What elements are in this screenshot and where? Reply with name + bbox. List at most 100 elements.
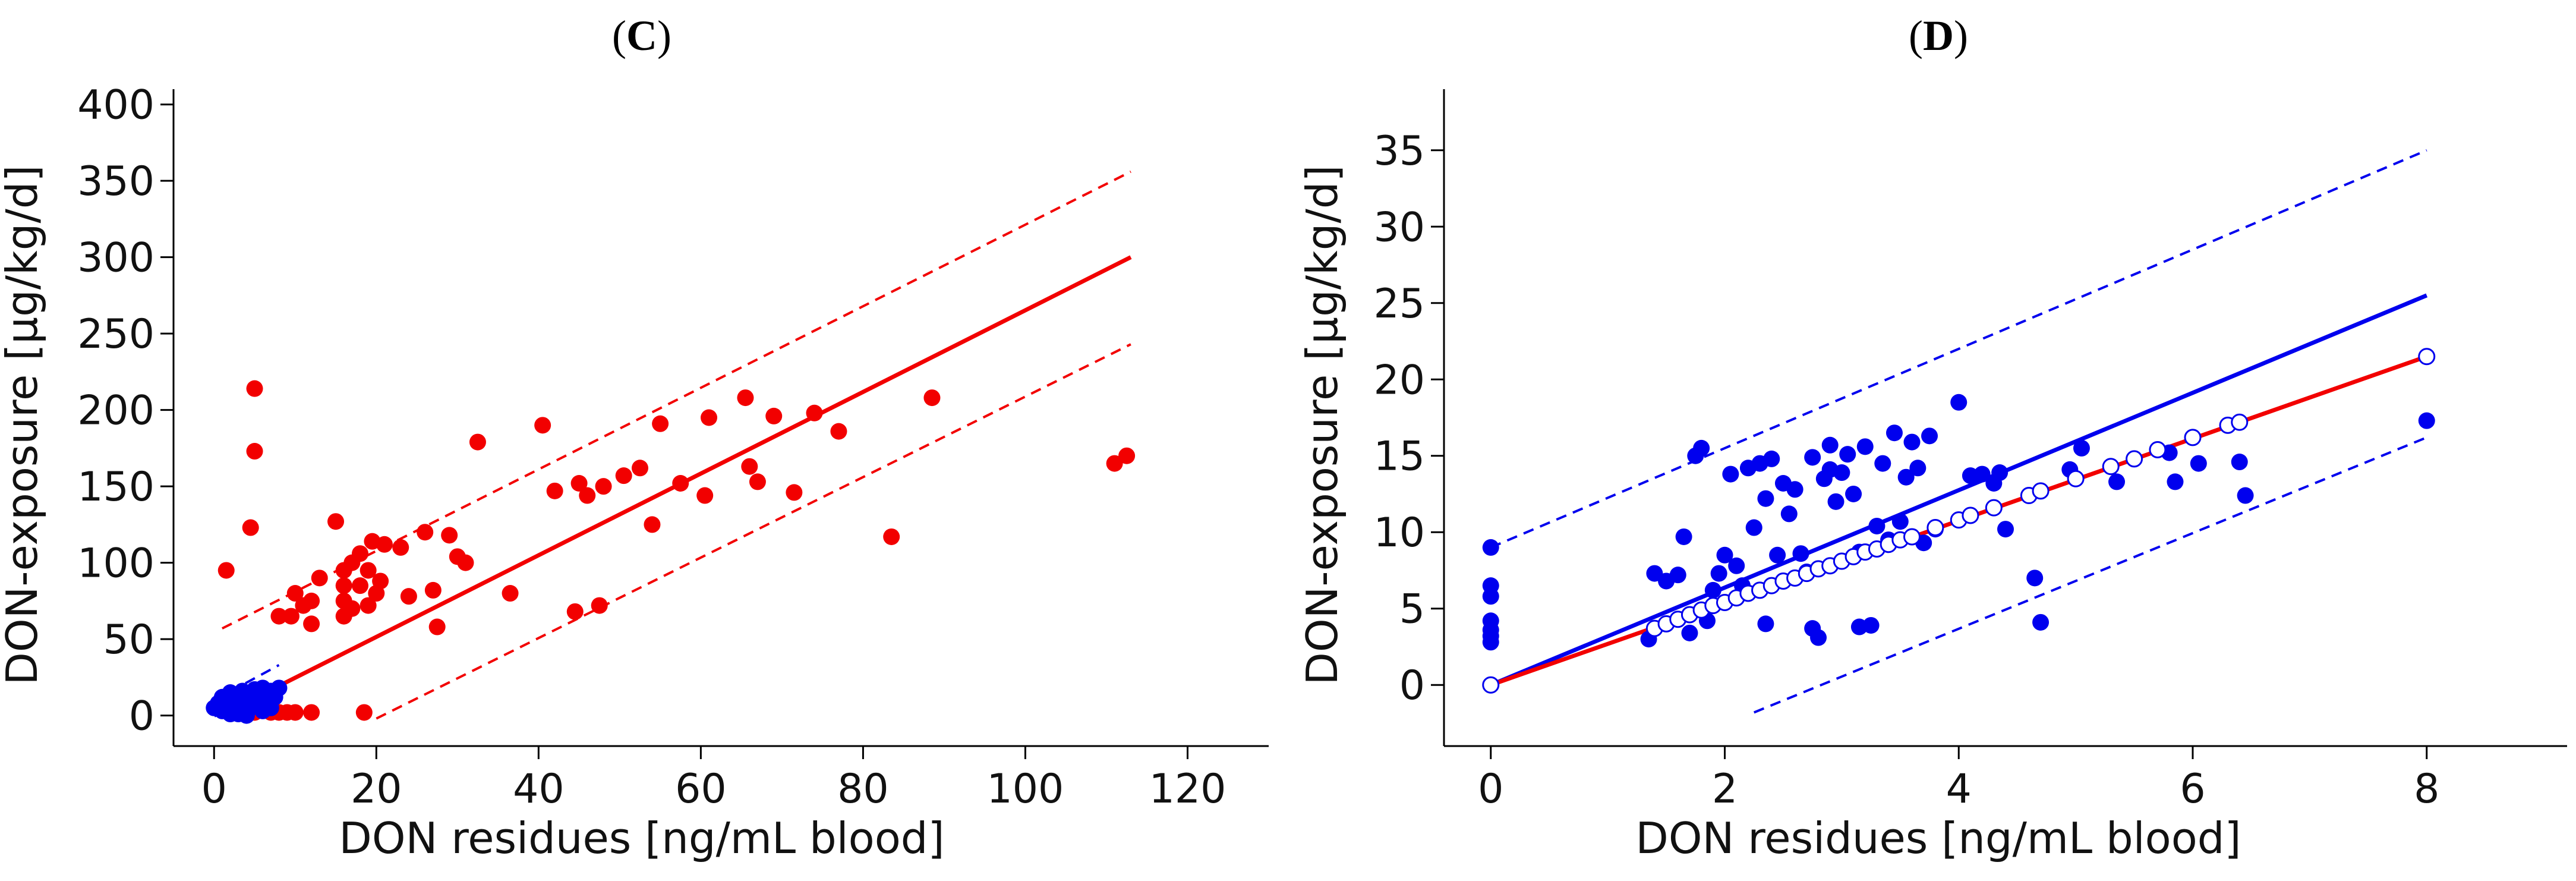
panel-d-open-circle <box>1962 506 1979 524</box>
panel-d-blue-point <box>1710 565 1727 582</box>
panel-c-red-point <box>424 581 442 599</box>
panel-d-blue-point <box>1757 490 1774 507</box>
panel-c-red-point <box>400 588 417 605</box>
panel-c-red-point <box>672 475 689 492</box>
panel-d-open-circle <box>2032 482 2050 500</box>
panel-c-red-point <box>376 536 393 553</box>
panel-d-blue-point <box>1897 468 1915 486</box>
panel-d-x-tick-label: 8 <box>2414 766 2439 813</box>
panel-d-blue-point <box>1780 505 1798 523</box>
panel-d-y-axis-title: DON-exposure [µg/kg/d] <box>1297 165 1347 685</box>
panel-d-blue-point <box>1681 624 1698 641</box>
panel-c-red-point <box>765 407 783 424</box>
panel-c-red-point <box>311 569 328 587</box>
panel-d-label: (D) <box>1909 12 1968 59</box>
panel-d-blue-point <box>1722 465 1739 483</box>
panel-d-blue-point <box>1745 519 1762 536</box>
panel-d-blue-point <box>1763 450 1780 467</box>
panel-c-blue-point <box>262 699 279 716</box>
panel-d-blue-point <box>1874 455 1891 472</box>
panel-d-y-tick-label: 30 <box>1373 204 1425 251</box>
panel-c-y-tick-label: 150 <box>77 464 155 511</box>
panel-c-red-point <box>749 473 766 490</box>
panel-c-x-tick-label: 100 <box>987 766 1064 813</box>
panel-c-red-point <box>355 704 373 721</box>
panel-d-blue-point <box>1693 439 1710 457</box>
panel-c-red-point <box>303 592 320 609</box>
panel-c-axes: 0 20 40 60 80 100 120 0 50 100 150 200 250 300 350 400 <box>77 82 1269 813</box>
panel-d-y-tick-label: 15 <box>1373 433 1425 480</box>
panel-d-x-tick-label: 0 <box>1478 766 1503 813</box>
panel-c-red-point <box>570 475 588 492</box>
panel-d-blue-point <box>2073 439 2090 457</box>
panel-d-x-axis-title: DON residues [ng/mL blood] <box>1635 813 2241 863</box>
panel-d-blue-point <box>1909 460 1927 477</box>
panel-c-red-point <box>351 577 368 594</box>
panel-d-y-tick-label: 0 <box>1399 662 1425 709</box>
panel-d-blue-point <box>1950 394 1968 411</box>
panel-d-blue-point <box>1845 485 1862 502</box>
panel-d-blue-point <box>1757 615 1774 633</box>
panel-d-open-circle <box>2102 458 2120 476</box>
panel-d-blue-point <box>1810 629 1827 646</box>
panel-c-red-point <box>303 615 320 633</box>
panel-c-red-point <box>343 600 361 617</box>
panel-c-x-axis-title: DON residues [ng/mL blood] <box>339 813 944 863</box>
panel-c-red-point <box>741 458 758 475</box>
panel-d: (D) 0 2 4 6 8 0 5 10 15 20 25 30 35 DON residues [ng… <box>1297 12 2567 863</box>
panel-c-red-point <box>534 417 551 434</box>
panel-c-red-point <box>242 519 259 536</box>
panel-d-blue-point <box>2231 454 2248 471</box>
panel-c-red-point <box>392 539 409 556</box>
panel-d-blue-point <box>1991 464 2009 482</box>
panel-d-blue-point <box>1886 424 1903 442</box>
panel-d-blue-point <box>1675 528 1692 545</box>
panel-d-open-circle <box>2067 470 2085 487</box>
panel-c-x-tick-label: 0 <box>201 766 227 813</box>
panel-d-blue-point <box>1827 493 1844 510</box>
panel-d-blue-point <box>1839 446 1856 463</box>
panel-c-red-point <box>428 618 446 635</box>
panel-c-red-point <box>806 404 823 421</box>
panel-c-red-point <box>303 704 320 721</box>
panel-d-blue-point <box>1856 438 1874 455</box>
panel-d-blue-point <box>1903 433 1921 451</box>
panel-c-red-point <box>417 524 434 541</box>
panel-d-blue-point <box>1669 567 1686 584</box>
panel-c-blue-point <box>222 706 239 723</box>
panel-d-blue-point <box>1728 557 1745 574</box>
panel-c-red-point <box>246 380 263 397</box>
panel-d-blue-point <box>2167 473 2184 490</box>
panel-c-red-point <box>786 484 803 501</box>
panel-c-red-point <box>1118 447 1136 464</box>
panel-c-blue-point <box>238 707 255 724</box>
panel-d-y-tick-label: 5 <box>1399 586 1425 633</box>
panel-c-red-point <box>923 389 941 407</box>
panel-c-red-point <box>696 487 714 504</box>
panel-c-x-tick-label: 60 <box>675 766 727 813</box>
panel-d-axes: 0 2 4 6 8 0 5 10 15 20 25 30 35 <box>1373 89 2567 813</box>
panel-d-y-tick-label: 25 <box>1373 281 1425 328</box>
panel-d-blue-point <box>1792 545 1809 562</box>
panel-d-blue-point <box>2237 487 2254 504</box>
panel-d-blue-point <box>1821 436 1839 454</box>
panel-d-blue-point <box>1704 581 1721 599</box>
panel-d-open-circle <box>2418 348 2436 366</box>
panel-d-blue-point <box>1921 427 1938 445</box>
panel-c-y-tick-label: 300 <box>77 235 155 282</box>
panel-c-red-point <box>701 409 718 426</box>
panel-d-blue-point <box>1833 464 1850 482</box>
panel-c-red-point <box>566 603 584 620</box>
panel-c-red-point <box>217 562 235 579</box>
panel-d-plot-area <box>1482 149 2436 714</box>
panel-d-blue-point <box>1804 449 1821 466</box>
panel-d-open-circle <box>1903 528 1921 546</box>
panel-d-open-circle <box>2149 440 2167 458</box>
panel-c-x-tick-label: 80 <box>837 766 889 813</box>
panel-c-y-tick-label: 100 <box>77 540 155 587</box>
panel-c-y-tick-label: 400 <box>77 82 155 129</box>
panel-d-blue-point <box>1868 517 1886 534</box>
panel-d-blue-point <box>1997 521 2014 538</box>
panel-d-blue-point <box>1716 546 1733 564</box>
